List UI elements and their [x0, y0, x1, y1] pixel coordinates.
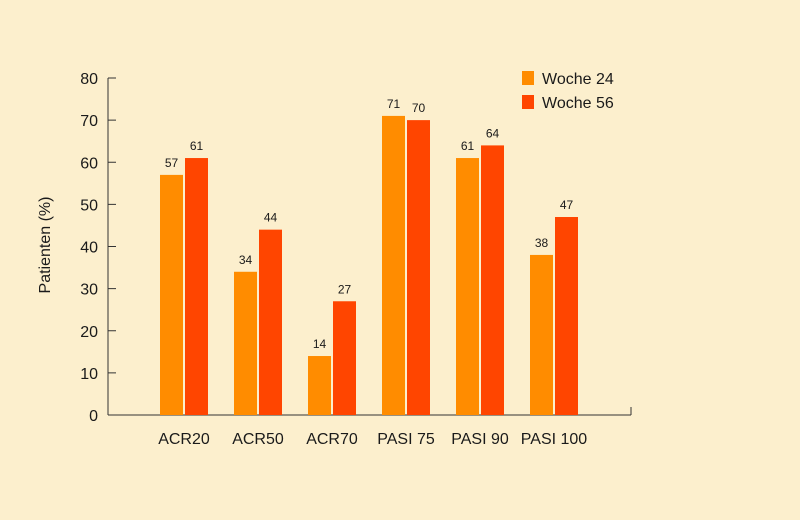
- x-category-label: ACR70: [306, 431, 358, 448]
- y-tick-label: 60: [80, 155, 98, 172]
- bar-value-label: 61: [190, 139, 204, 153]
- y-axis: 0 10 20 30 40 50 60 70 80: [80, 71, 116, 425]
- bar-pasi-100-series-1: [530, 254, 553, 415]
- bar-pasi-90-series-2: [481, 145, 504, 415]
- bar-value-label: 64: [486, 126, 500, 140]
- bar-value-label: 57: [165, 156, 179, 170]
- y-tick-label: 10: [80, 366, 98, 383]
- bar-pasi-75-series-2: [407, 120, 430, 415]
- y-tick-label: 30: [80, 282, 98, 299]
- y-tick-label: 20: [80, 324, 98, 341]
- bar-value-label: 61: [461, 139, 475, 153]
- bar-acr20-series-2: [185, 158, 208, 415]
- bar-value-label: 14: [313, 337, 327, 351]
- legend-entry-label: Woche 56: [542, 95, 614, 112]
- y-tick-label: 70: [80, 113, 98, 130]
- legend: Woche 24 Woche 56: [522, 71, 614, 112]
- x-category-label: ACR50: [232, 431, 284, 448]
- y-tick-label: 40: [80, 240, 98, 257]
- legend-swatch: [522, 71, 534, 85]
- y-axis-label: Patienten (%): [37, 197, 54, 294]
- bar-value-label: 34: [239, 253, 253, 267]
- bar-value-label: 70: [412, 101, 426, 115]
- bar-pasi-75-series-1: [382, 115, 405, 415]
- x-category-label: PASI 100: [521, 431, 588, 448]
- bar-value-label: 38: [535, 236, 549, 250]
- bars: [160, 115, 578, 415]
- legend-swatch: [522, 95, 534, 109]
- bar-acr70-series-1: [308, 356, 331, 415]
- y-tick-label: 50: [80, 197, 98, 214]
- y-tick-label: 80: [80, 71, 98, 88]
- bar-acr50-series-1: [234, 271, 257, 415]
- bar-acr70-series-2: [333, 301, 356, 415]
- x-category-label: PASI 75: [377, 431, 435, 448]
- bar-pasi-90-series-1: [456, 158, 479, 415]
- legend-entry-label: Woche 24: [542, 71, 614, 88]
- x-category-label: ACR20: [158, 431, 210, 448]
- y-tick-label: 0: [89, 408, 98, 425]
- value-labels: 57 61 34 44 14 27 71 70 61 64 38 47: [165, 97, 574, 351]
- x-category-label: PASI 90: [451, 431, 509, 448]
- bar-value-label: 44: [264, 211, 278, 225]
- bar-value-label: 71: [387, 97, 401, 111]
- bar-acr20-series-1: [160, 174, 183, 415]
- bar-value-label: 47: [560, 198, 574, 212]
- bar-pasi-100-series-2: [555, 217, 578, 415]
- bar-value-label: 27: [338, 282, 352, 296]
- bar-acr50-series-2: [259, 229, 282, 415]
